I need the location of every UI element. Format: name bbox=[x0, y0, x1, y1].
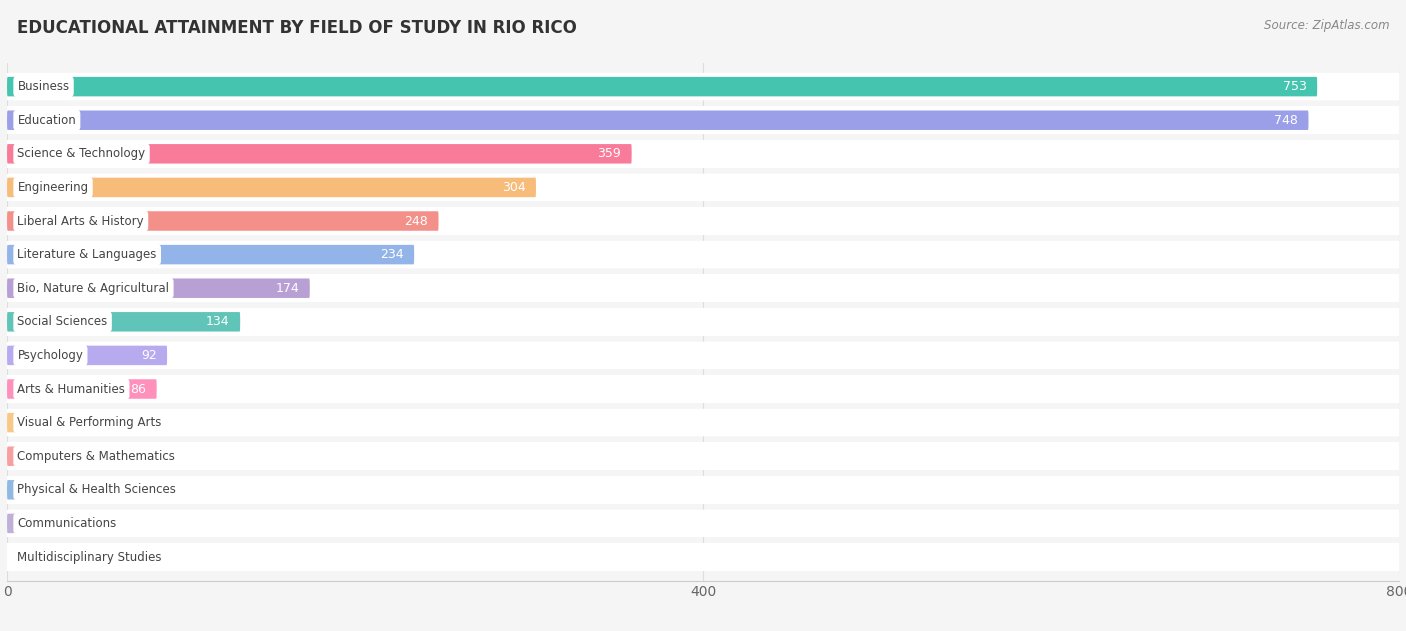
Text: 304: 304 bbox=[502, 181, 526, 194]
FancyBboxPatch shape bbox=[7, 241, 1399, 268]
Text: Bio, Nature & Agricultural: Bio, Nature & Agricultural bbox=[17, 281, 170, 295]
Bar bbox=[7, 174, 1399, 201]
Text: Source: ZipAtlas.com: Source: ZipAtlas.com bbox=[1264, 19, 1389, 32]
Text: Computers & Mathematics: Computers & Mathematics bbox=[17, 450, 176, 463]
FancyBboxPatch shape bbox=[7, 375, 1399, 403]
Text: 0: 0 bbox=[24, 550, 32, 563]
Text: EDUCATIONAL ATTAINMENT BY FIELD OF STUDY IN RIO RICO: EDUCATIONAL ATTAINMENT BY FIELD OF STUDY… bbox=[17, 19, 576, 37]
Bar bbox=[7, 274, 1399, 302]
FancyBboxPatch shape bbox=[7, 442, 1399, 470]
FancyBboxPatch shape bbox=[7, 174, 1399, 201]
Text: 753: 753 bbox=[1282, 80, 1306, 93]
FancyBboxPatch shape bbox=[7, 211, 439, 231]
FancyBboxPatch shape bbox=[7, 77, 1317, 97]
FancyBboxPatch shape bbox=[7, 308, 1399, 336]
Text: 248: 248 bbox=[405, 215, 427, 228]
FancyBboxPatch shape bbox=[7, 480, 38, 500]
Text: Science & Technology: Science & Technology bbox=[17, 147, 146, 160]
FancyBboxPatch shape bbox=[7, 107, 1399, 134]
Bar bbox=[7, 107, 1399, 134]
Text: 134: 134 bbox=[207, 316, 229, 328]
Bar bbox=[7, 543, 1399, 571]
FancyBboxPatch shape bbox=[7, 140, 1399, 168]
Bar bbox=[7, 375, 1399, 403]
Bar bbox=[7, 241, 1399, 268]
Text: Social Sciences: Social Sciences bbox=[17, 316, 108, 328]
Text: Multidisciplinary Studies: Multidisciplinary Studies bbox=[17, 550, 162, 563]
Text: Communications: Communications bbox=[17, 517, 117, 530]
Text: 86: 86 bbox=[131, 382, 146, 396]
Text: 234: 234 bbox=[380, 248, 404, 261]
Text: 6: 6 bbox=[35, 517, 42, 530]
Text: Literature & Languages: Literature & Languages bbox=[17, 248, 157, 261]
FancyBboxPatch shape bbox=[7, 346, 167, 365]
FancyBboxPatch shape bbox=[7, 278, 309, 298]
FancyBboxPatch shape bbox=[7, 178, 536, 197]
Text: Engineering: Engineering bbox=[17, 181, 89, 194]
Text: Psychology: Psychology bbox=[17, 349, 83, 362]
Bar bbox=[7, 409, 1399, 437]
FancyBboxPatch shape bbox=[7, 379, 156, 399]
FancyBboxPatch shape bbox=[7, 341, 1399, 369]
Text: Liberal Arts & History: Liberal Arts & History bbox=[17, 215, 143, 228]
Text: 18: 18 bbox=[56, 450, 72, 463]
Bar bbox=[7, 308, 1399, 336]
FancyBboxPatch shape bbox=[7, 144, 631, 163]
FancyBboxPatch shape bbox=[7, 73, 1399, 100]
FancyBboxPatch shape bbox=[7, 312, 240, 331]
FancyBboxPatch shape bbox=[7, 207, 1399, 235]
FancyBboxPatch shape bbox=[7, 413, 44, 432]
FancyBboxPatch shape bbox=[7, 110, 1309, 130]
Bar bbox=[7, 207, 1399, 235]
Text: Education: Education bbox=[17, 114, 76, 127]
Text: Business: Business bbox=[17, 80, 69, 93]
Bar bbox=[7, 442, 1399, 470]
Text: 748: 748 bbox=[1274, 114, 1298, 127]
Text: 92: 92 bbox=[141, 349, 156, 362]
FancyBboxPatch shape bbox=[7, 476, 1399, 504]
Text: Physical & Health Sciences: Physical & Health Sciences bbox=[17, 483, 176, 497]
Bar bbox=[7, 476, 1399, 504]
FancyBboxPatch shape bbox=[7, 514, 17, 533]
Bar bbox=[7, 73, 1399, 100]
FancyBboxPatch shape bbox=[7, 409, 1399, 437]
Text: Visual & Performing Arts: Visual & Performing Arts bbox=[17, 416, 162, 429]
Bar bbox=[7, 341, 1399, 369]
Text: 359: 359 bbox=[598, 147, 621, 160]
Text: 174: 174 bbox=[276, 281, 299, 295]
FancyBboxPatch shape bbox=[7, 447, 38, 466]
Text: Arts & Humanities: Arts & Humanities bbox=[17, 382, 125, 396]
FancyBboxPatch shape bbox=[7, 245, 415, 264]
Text: 21: 21 bbox=[60, 416, 77, 429]
FancyBboxPatch shape bbox=[7, 274, 1399, 302]
Bar bbox=[7, 140, 1399, 168]
FancyBboxPatch shape bbox=[7, 510, 1399, 537]
Bar bbox=[7, 510, 1399, 537]
Text: 18: 18 bbox=[56, 483, 72, 497]
FancyBboxPatch shape bbox=[7, 543, 1399, 571]
